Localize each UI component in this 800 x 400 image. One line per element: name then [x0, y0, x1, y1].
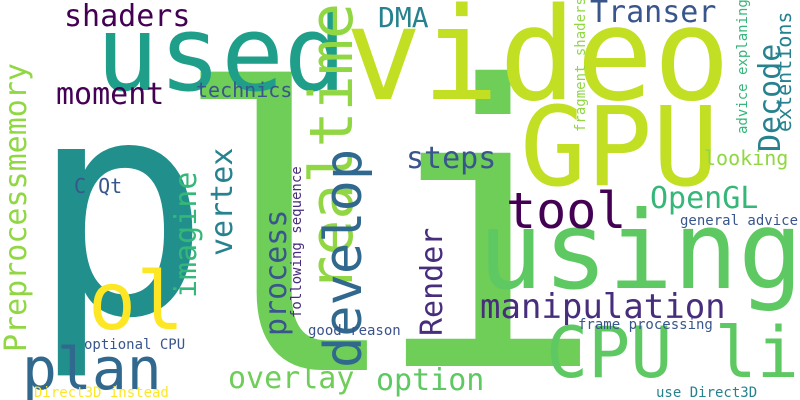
word-extentions: extentions: [772, 11, 796, 132]
word-imagine: imagine: [169, 171, 204, 298]
word-video: video: [345, 0, 731, 130]
word-preprocessmemory: Preprocessmemory: [0, 63, 34, 352]
word-vertex: vertex: [205, 147, 240, 256]
word-using: using: [478, 189, 800, 314]
word-i: i: [372, 4, 607, 400]
word-used: used: [96, 0, 347, 115]
word-overlay: overlay: [228, 361, 355, 396]
word-following-sequence: following sequence: [289, 166, 305, 318]
word-good-reason: good reason: [308, 323, 401, 339]
word-shaders: shaders: [64, 0, 191, 34]
word-process: process: [259, 209, 294, 336]
word-optional-cpu: optional CPU: [84, 337, 186, 353]
word-dma: DMA: [378, 1, 429, 34]
word-general-advice: general advice: [680, 213, 799, 229]
word-tool: tool: [506, 182, 627, 240]
word-moment: moment: [56, 77, 165, 112]
word-render: Render: [415, 227, 450, 336]
word-technics: technics: [196, 78, 293, 102]
word-opengl: OpenGL: [650, 181, 759, 216]
word-gpu: GPU: [520, 83, 719, 211]
word-looking: looking: [704, 146, 789, 170]
word-ol: ol: [88, 255, 185, 348]
word-transer: Transer: [590, 0, 717, 30]
word-plan: plan: [22, 335, 162, 400]
word-use-direct3d: use Direct3D: [656, 385, 758, 400]
word-frame-processing: frame processing: [578, 317, 713, 333]
word-manipulation: manipulation: [480, 287, 726, 327]
word-p: p: [30, 35, 211, 384]
word-fragment-shaders: fragment shaders: [573, 0, 589, 132]
word-l: l: [170, 8, 405, 400]
word-steps: steps: [406, 141, 497, 176]
word-direct3d-instead: Direct3D instead: [34, 385, 169, 400]
word-c-qt: C Qt: [74, 174, 123, 198]
word-cpu-li: CPU li: [546, 312, 799, 394]
word-advice-explaning: advice explaning: [735, 0, 751, 134]
word-option: option: [376, 363, 485, 398]
